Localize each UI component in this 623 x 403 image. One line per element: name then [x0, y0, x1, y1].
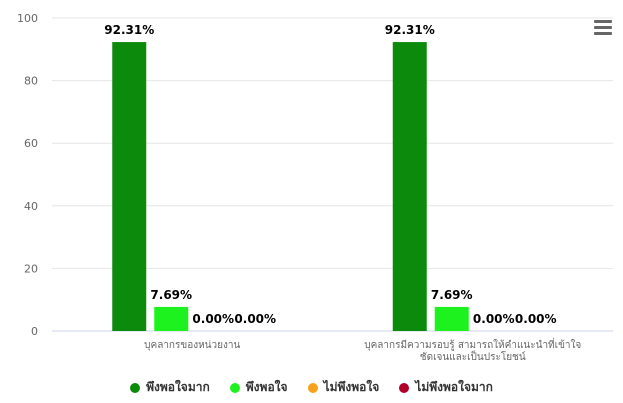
legend-item[interactable]: พึงพอใจ [229, 378, 288, 397]
x-category-label: บุคลากรมีความรอบรู้ สามารถให้คำแนะนำที่เ… [364, 337, 581, 351]
bar[interactable] [154, 306, 189, 331]
y-tick-label: 0 [31, 325, 38, 338]
y-tick-label: 20 [24, 262, 38, 275]
data-label: 92.31% [385, 23, 435, 37]
data-label: 7.69% [431, 288, 473, 302]
y-tick-label: 100 [17, 12, 38, 25]
legend-marker-icon [229, 382, 240, 393]
y-tick-label: 40 [24, 200, 38, 213]
x-category-label: ชัดเจนและเป็นประโยชน์ [420, 349, 526, 363]
bar[interactable] [392, 42, 427, 331]
legend-label: พึงพอใจมาก [146, 380, 210, 394]
legend-marker-icon [130, 382, 141, 393]
legend: พึงพอใจมาก พึงพอใจ ไม่พึงพอใจ ไม่พึงพอใจมาก [0, 378, 623, 397]
legend-marker-icon [307, 382, 318, 393]
bar[interactable] [112, 42, 147, 331]
legend-label: ไม่พึงพอใจมาก [415, 380, 493, 394]
x-category-label: บุคลากรของหน่วยงาน [144, 340, 240, 351]
legend-label: พึงพอใจ [245, 380, 288, 394]
data-label: 0.00% [192, 312, 234, 326]
chart-menu-icon[interactable] [594, 20, 612, 36]
y-tick-label: 60 [24, 137, 38, 150]
data-label: 0.00% [234, 312, 276, 326]
bar[interactable] [434, 306, 469, 331]
data-label: 92.31% [104, 23, 154, 37]
y-tick-label: 80 [24, 75, 38, 88]
data-label: 7.69% [150, 288, 192, 302]
legend-marker-icon [399, 382, 410, 393]
legend-item[interactable]: พึงพอใจมาก [130, 378, 210, 397]
legend-item[interactable]: ไม่พึงพอใจ [307, 378, 380, 397]
legend-item[interactable]: ไม่พึงพอใจมาก [399, 378, 493, 397]
legend-label: ไม่พึงพอใจ [323, 380, 380, 394]
data-label: 0.00% [473, 312, 515, 326]
data-label: 0.00% [515, 312, 557, 326]
